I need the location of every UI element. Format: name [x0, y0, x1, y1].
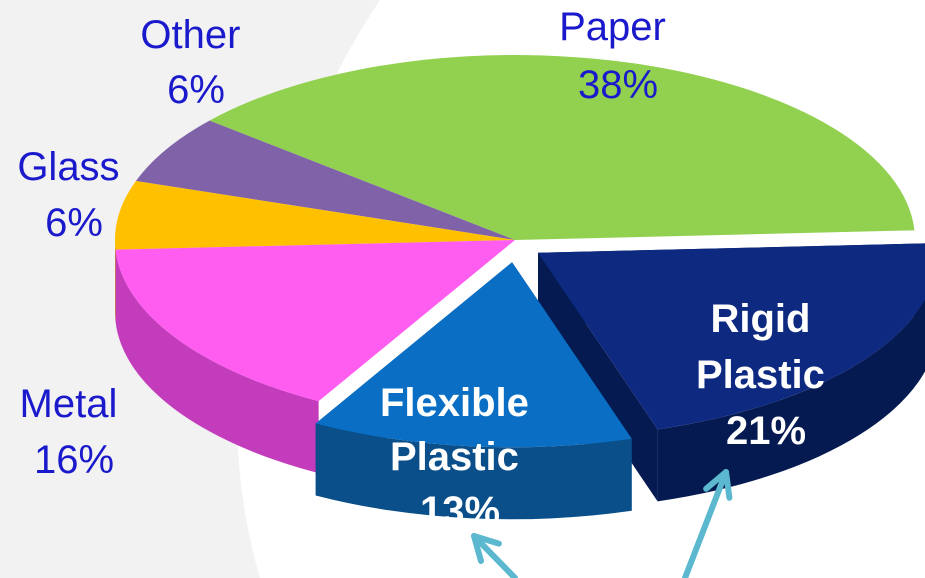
slice-other [135, 120, 515, 240]
label-rigid-pct: 21% [726, 409, 806, 453]
slice-glass [114, 180, 515, 250]
label-metal-pct: 16% [34, 438, 114, 482]
label-flexible-pct: 13% [420, 489, 500, 533]
label-paper: Paper 38% [559, 5, 677, 107]
annotation-arrows [471, 469, 733, 578]
label-glass-pct: 6% [45, 201, 103, 245]
slice-paper [209, 55, 915, 241]
label-metal-name: Metal [20, 382, 118, 426]
label-paper-name: Paper [559, 5, 666, 49]
slice-side-glass [115, 240, 116, 322]
pie-slices [114, 55, 925, 520]
label-glass-name: Glass [17, 145, 119, 189]
slice-rigid-plastic [537, 243, 925, 430]
label-rigid-plastic: Rigid Plastic 21% [696, 297, 836, 453]
slice-metal [115, 240, 515, 402]
label-glass: Glass 6% [17, 145, 130, 245]
label-other-pct: 6% [167, 68, 225, 112]
label-other-name: Other [140, 13, 240, 57]
label-metal: Metal 16% [20, 382, 129, 482]
slice-side-rigid-plastic [657, 299, 925, 502]
slice-flexible-plastic [315, 262, 632, 448]
label-rigid-name-2: Plastic [696, 353, 825, 397]
label-paper-pct: 38% [578, 63, 658, 107]
label-rigid-name-1: Rigid [710, 297, 810, 341]
label-flexible-name-1: Flexible [380, 381, 529, 425]
arrow-to-rigid-plastic [682, 469, 729, 578]
arrow-to-flexible-plastic-head [471, 533, 502, 565]
arrow-to-rigid-plastic-head [703, 469, 733, 501]
arrow-to-flexible-plastic [471, 533, 518, 578]
label-other: Other 6% [140, 13, 251, 112]
label-flexible-plastic: Flexible Plastic 13% [380, 381, 540, 533]
slice-side-metal [115, 249, 319, 474]
label-flexible-name-2: Plastic [390, 435, 519, 479]
slice-side-flexible-plastic [315, 423, 632, 520]
